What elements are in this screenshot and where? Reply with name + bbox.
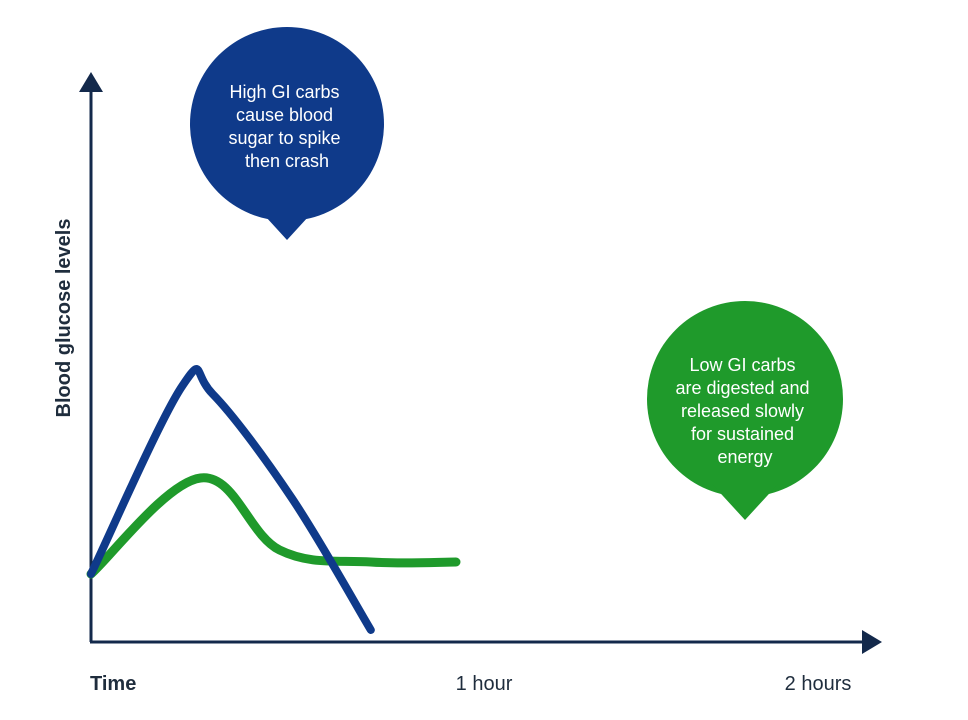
callout-low-gi-circle — [647, 301, 843, 497]
callout-high-gi: High GI carbs cause blood sugar to spike… — [190, 27, 384, 240]
x-tick-label-time: Time — [90, 673, 136, 695]
callout-high-gi-line-2: cause blood — [236, 105, 333, 125]
callout-low-gi-line-3: released slowly — [681, 401, 804, 421]
callout-high-gi-pointer — [255, 205, 319, 240]
callout-low-gi-line-5: energy — [717, 447, 772, 467]
callout-high-gi-line-4: then crash — [245, 151, 329, 171]
callout-high-gi-line-3: sugar to spike — [228, 128, 340, 148]
callout-high-gi-line-1: High GI carbs — [229, 82, 339, 102]
callout-low-gi: Low GI carbs are digested and released s… — [647, 301, 843, 520]
x-axis-arrow-icon — [862, 630, 882, 654]
series-line-high-gi — [87, 365, 375, 634]
axes — [79, 72, 882, 654]
callout-low-gi-line-1: Low GI carbs — [689, 355, 795, 375]
callout-low-gi-line-2: are digested and — [675, 378, 809, 398]
callout-low-gi-pointer — [712, 484, 778, 520]
series-line-low-gi — [86, 473, 461, 579]
callout-high-gi-circle — [190, 27, 384, 221]
y-axis-title: Blood glucose levels — [53, 219, 75, 418]
callout-low-gi-text: Low GI carbs are digested and released s… — [675, 355, 814, 467]
x-tick-label-2-hours: 2 hours — [785, 673, 852, 695]
x-tick-label-1-hour: 1 hour — [456, 673, 513, 695]
callout-low-gi-line-4: for sustained — [691, 424, 794, 444]
callout-high-gi-text: High GI carbs cause blood sugar to spike… — [228, 82, 345, 171]
y-axis-arrow-icon — [79, 72, 103, 92]
